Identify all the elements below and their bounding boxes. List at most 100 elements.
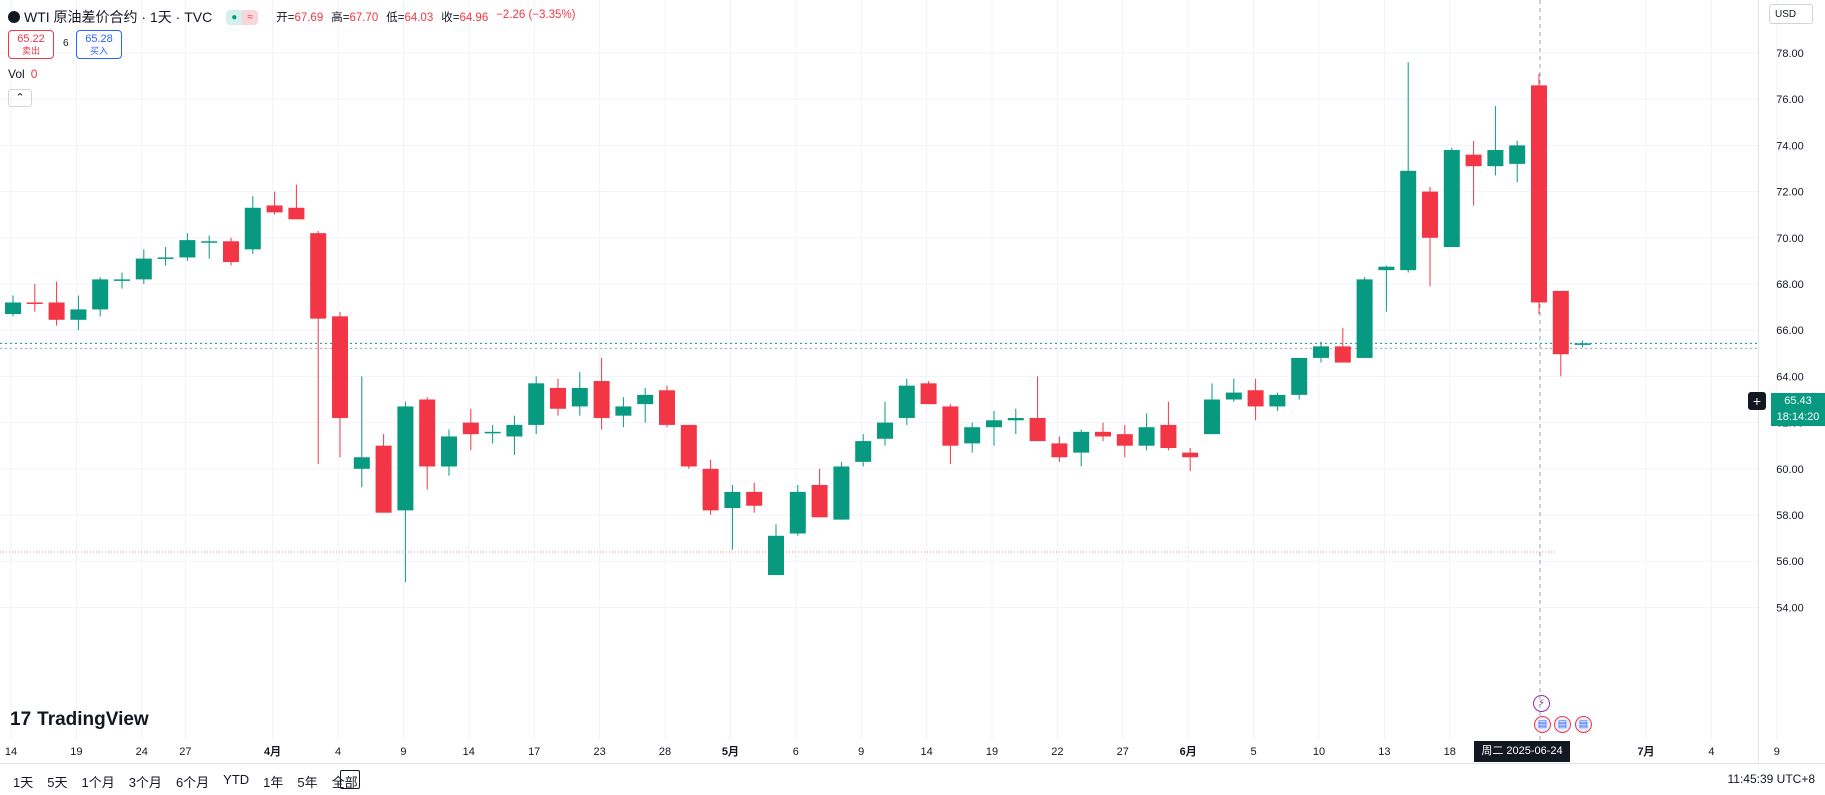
candle-body — [593, 381, 610, 418]
x-tick-label: 19 — [986, 746, 998, 758]
candle-body — [1531, 85, 1547, 303]
x-tick-label: 10 — [1313, 746, 1325, 758]
y-tick-label: 74.00 — [1776, 140, 1804, 152]
currency-select[interactable]: USD — [1769, 4, 1813, 24]
candle-body — [768, 535, 784, 576]
x-tick-label: 27 — [179, 746, 191, 758]
candle-body — [659, 390, 675, 425]
toolbar-divider — [0, 763, 1825, 764]
ohlc-values: 开=67.69 高=67.70 低=64.03 收=64.96 −2.26 (−… — [276, 9, 575, 25]
sell-button[interactable]: 65.22 卖出 — [8, 30, 54, 59]
candle-body — [92, 279, 109, 310]
chart-grid — [0, 0, 1778, 740]
x-tick-label: 9 — [1774, 746, 1780, 758]
close-label: 收= — [441, 12, 460, 24]
status-badges[interactable]: ● ≈ — [226, 9, 259, 25]
x-tick-label: 4月 — [264, 745, 281, 758]
current-price: 65.43 — [1784, 395, 1812, 407]
candle-body — [5, 302, 21, 315]
candle-body — [964, 427, 981, 444]
candle-body — [1138, 427, 1155, 446]
candle-body — [1116, 434, 1133, 446]
spread-value: 6 — [63, 38, 69, 49]
candle-body — [702, 468, 719, 511]
tradingview-wordmark: TradingView — [37, 709, 149, 730]
candle-body — [1400, 170, 1417, 271]
candle-body — [1269, 394, 1286, 407]
candle-body — [1051, 443, 1068, 458]
x-tick-label: 7月 — [1637, 745, 1654, 758]
candle-body — [1182, 452, 1199, 458]
candle-body — [1007, 417, 1024, 421]
x-tick-label: 23 — [593, 746, 605, 758]
high-value: 67.70 — [349, 12, 379, 24]
x-tick-label: 9 — [400, 746, 406, 758]
x-tick-label: 9 — [858, 746, 864, 758]
candle-body — [528, 383, 545, 425]
candle-body — [441, 436, 457, 467]
y-tick-label: 72.00 — [1776, 187, 1804, 199]
candle-body — [1204, 399, 1220, 435]
range-button[interactable]: 5年 — [297, 775, 318, 790]
candle-body — [1225, 392, 1242, 400]
low-value: 64.03 — [404, 12, 434, 24]
lightning-icon[interactable]: ⚡ — [1533, 695, 1550, 712]
candle-body — [179, 240, 196, 258]
y-axis-border — [1758, 0, 1759, 763]
candle-body — [1247, 390, 1264, 407]
range-button[interactable]: 3个月 — [128, 775, 162, 790]
candle-body — [244, 207, 261, 250]
range-button[interactable]: 1个月 — [81, 775, 115, 790]
us-flag-icon[interactable]: ▤ — [1575, 716, 1592, 733]
candle-body — [1160, 424, 1177, 449]
us-flag-icon[interactable]: ▤ — [1554, 716, 1571, 733]
candle-body — [789, 491, 806, 534]
add-alert-icon[interactable]: + — [1748, 392, 1766, 410]
range-button[interactable]: 1年 — [263, 775, 284, 790]
buy-button[interactable]: 65.28 买入 — [76, 30, 122, 59]
candle-body — [135, 258, 152, 280]
x-tick-label: 13 — [1378, 746, 1390, 758]
candle-body — [637, 394, 654, 405]
collapse-legend-button[interactable]: ⌃ — [8, 89, 32, 107]
candle-body — [353, 457, 370, 469]
candle-body — [114, 279, 130, 281]
price-chart[interactable]: 54.0056.0058.0060.0062.0064.0066.0068.00… — [0, 0, 1825, 763]
candle-body — [680, 424, 697, 467]
open-label: 开= — [276, 12, 295, 24]
candle-body — [746, 491, 763, 506]
open-value: 67.69 — [294, 12, 324, 24]
candle-body — [920, 383, 937, 405]
clock[interactable]: 11:45:39 UTC+8 — [1727, 772, 1816, 786]
range-button[interactable]: 1天 — [13, 775, 34, 790]
candle-body — [1552, 290, 1569, 355]
us-flag-icon[interactable]: ▤ — [1534, 716, 1551, 733]
reference-lines — [0, 0, 1758, 740]
candle-body — [70, 309, 87, 320]
y-tick-label: 76.00 — [1776, 94, 1804, 106]
candle-body — [1313, 346, 1329, 358]
x-tick-label: 6 — [793, 746, 799, 758]
tradingview-logo[interactable]: 17 TradingView — [10, 709, 149, 731]
date-range-icon[interactable] — [340, 770, 360, 789]
candle-body — [877, 422, 893, 439]
candle-body — [1095, 431, 1111, 437]
x-tick-label: 19 — [70, 746, 82, 758]
volume-value: 0 — [30, 67, 38, 81]
candle-body — [724, 491, 741, 509]
candle-body — [48, 302, 65, 320]
candle-body — [462, 422, 479, 435]
candle-body — [550, 387, 566, 409]
x-tick-label: 17 — [528, 746, 540, 758]
range-button[interactable]: 6个月 — [175, 775, 210, 790]
x-tick-label: 14 — [920, 746, 932, 758]
range-button[interactable]: 5天 — [47, 775, 68, 790]
candle-body — [855, 441, 872, 462]
candle-body — [288, 207, 305, 220]
candlestick-series — [5, 62, 1591, 582]
symbol-title[interactable]: WTI 原油差价合约 · 1天 · TVC — [24, 9, 213, 25]
candle-body — [1422, 191, 1438, 238]
close-value: 64.96 — [459, 12, 489, 24]
range-button[interactable]: YTD — [223, 772, 250, 787]
range-button[interactable]: 全部 — [331, 775, 358, 790]
